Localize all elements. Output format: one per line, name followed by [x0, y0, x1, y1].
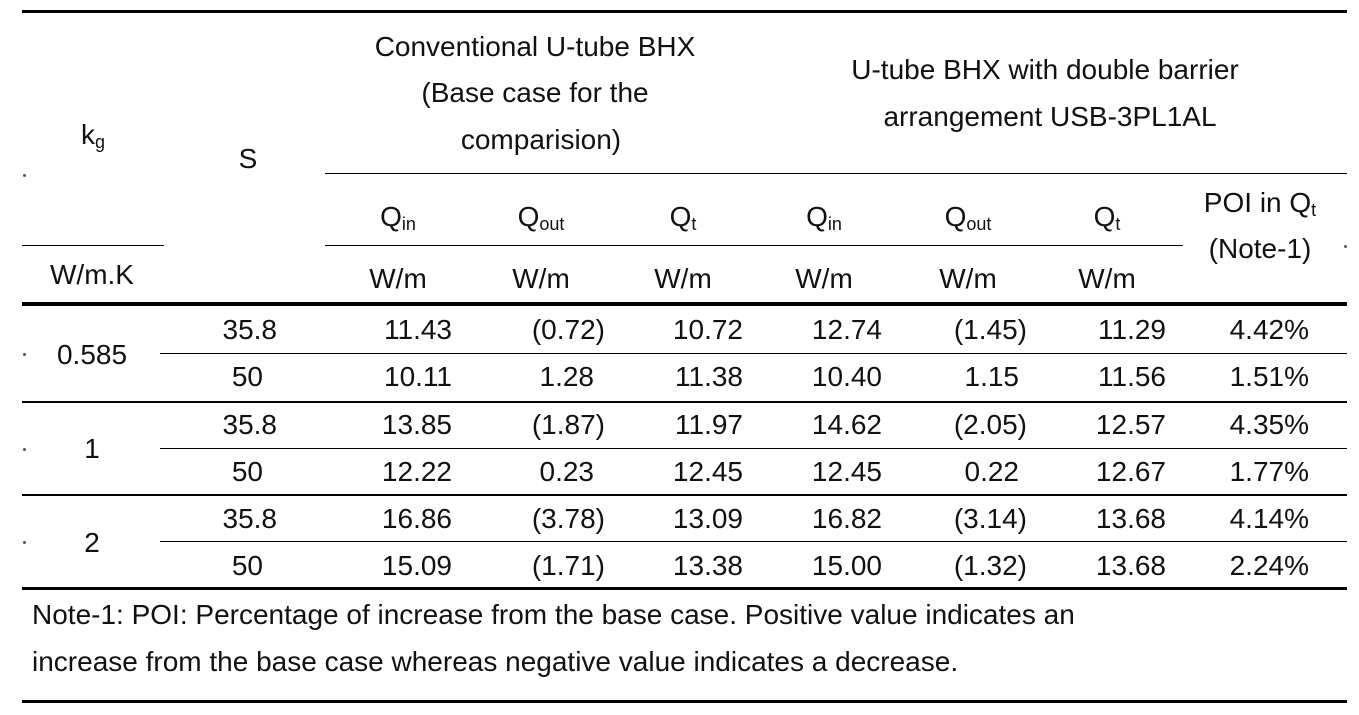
group-rule [22, 494, 1347, 496]
cell-qout-2: (1.45) [953, 314, 1027, 345]
kg-value: 0.585 [56, 339, 128, 370]
cell-poi: 4.35% [1229, 409, 1309, 440]
footnote-line2: increase from the base case whereas nega… [32, 646, 959, 677]
cell-qt-2: 13.68 [1095, 503, 1166, 534]
margin-mark [23, 448, 26, 451]
row-rule [160, 541, 1347, 542]
top-rule [22, 10, 1347, 13]
col-header-qt-2: Qt [1093, 201, 1121, 234]
cell-s: 35.8 [222, 503, 278, 534]
unit-qout-2: W/m [939, 263, 997, 294]
kg-value: 1 [84, 433, 100, 464]
group-rule [22, 401, 1347, 403]
cell-s: 35.8 [222, 409, 278, 440]
cell-s: 50 [231, 361, 263, 392]
group-header-rule [325, 173, 1347, 174]
cell-qout-1: (1.71) [531, 550, 605, 581]
cell-qout-1: (0.72) [531, 314, 605, 345]
cell-qt-1: 12.45 [672, 456, 743, 487]
cell-poi: 2.24% [1229, 550, 1309, 581]
cell-qin-2: 10.40 [811, 361, 882, 392]
group2-title-line1: U-tube BHX with double barrier [851, 54, 1239, 85]
note-bottom-rule [22, 700, 1347, 703]
cell-poi: 1.51% [1229, 361, 1309, 392]
col-header-qin-1: Qin [380, 201, 416, 234]
cell-qt-2: 12.67 [1095, 456, 1166, 487]
cell-qout-1: (1.87) [531, 409, 605, 440]
header-bottom-rule [22, 302, 1347, 306]
cell-qt-1: 10.72 [672, 314, 743, 345]
table-bottom-rule [22, 587, 1347, 590]
margin-mark [23, 541, 26, 544]
unit-qt-2: W/m [1078, 263, 1136, 294]
poi-header-line2: (Note-1) [1208, 233, 1312, 264]
cell-poi: 1.77% [1229, 456, 1309, 487]
margin-mark [23, 353, 26, 356]
cell-qt-2: 11.56 [1098, 361, 1166, 392]
group2-title-line2: arrangement USB-3PL1AL [883, 101, 1217, 132]
group1-title-line3: comparision) [460, 124, 622, 155]
kg-unit: W/m.K [50, 259, 134, 290]
cell-qout-2: 1.15 [964, 361, 1020, 392]
cell-qin-1: 10.11 [384, 361, 452, 392]
unit-qout-1: W/m [512, 263, 570, 294]
cell-qin-1: 12.22 [381, 456, 452, 487]
unit-qt-1: W/m [654, 263, 712, 294]
cell-qt-2: 11.29 [1098, 314, 1166, 345]
s-header: S [238, 143, 258, 174]
cell-poi: 4.42% [1229, 314, 1309, 345]
sub-header-rule [325, 245, 1183, 246]
cell-s: 35.8 [222, 314, 278, 345]
cell-qt-1: 11.38 [675, 361, 743, 392]
cell-s: 50 [231, 456, 263, 487]
cell-qout-1: 0.23 [539, 456, 595, 487]
cell-qin-2: 12.74 [811, 314, 882, 345]
cell-qin-2: 14.62 [811, 409, 882, 440]
cell-qt-2: 13.68 [1095, 550, 1166, 581]
cell-qt-1: 13.38 [672, 550, 743, 581]
unit-qin-2: W/m [795, 263, 853, 294]
cell-qin-2: 16.82 [811, 503, 882, 534]
cell-qin-1: 16.86 [381, 503, 452, 534]
col-header-qout-2: Qout [944, 201, 992, 234]
cell-qin-2: 12.45 [811, 456, 882, 487]
cell-poi: 4.14% [1229, 503, 1309, 534]
kg-header: kg [81, 118, 105, 152]
col-header-qout-1: Qout [517, 201, 565, 234]
cell-qin-1: 11.43 [384, 314, 452, 345]
cell-qt-1: 13.09 [672, 503, 743, 534]
cell-qin-1: 13.85 [381, 409, 452, 440]
cell-s: 50 [231, 550, 263, 581]
cell-qout-2: (2.05) [953, 409, 1027, 440]
group1-title-line2: (Base case for the [421, 77, 649, 108]
margin-mark [23, 174, 26, 177]
cell-qout-2: 0.22 [964, 456, 1020, 487]
kg-symbol: k [80, 119, 95, 150]
footnote-line1: Note-1: POI: Percentage of increase from… [32, 599, 1075, 630]
cell-qout-1: (3.78) [531, 503, 605, 534]
cell-qin-1: 15.09 [381, 550, 452, 581]
cell-qout-2: (3.14) [953, 503, 1027, 534]
kg-subscript: g [94, 132, 106, 152]
row-rule [160, 353, 1347, 354]
group1-title-line1: Conventional U-tube BHX [374, 31, 696, 62]
col-header-qt-1: Qt [669, 201, 697, 234]
kg-value: 2 [84, 527, 100, 558]
unit-qin-1: W/m [369, 263, 427, 294]
cell-qin-2: 15.00 [811, 550, 882, 581]
poi-header-line1: POI in Qt [1203, 187, 1317, 220]
kg-unit-rule [22, 245, 164, 246]
margin-mark [1344, 245, 1347, 248]
cell-qt-1: 11.97 [675, 409, 743, 440]
cell-qout-2: (1.32) [953, 550, 1027, 581]
cell-qout-1: 1.28 [539, 361, 595, 392]
row-rule [160, 448, 1347, 449]
cell-qt-2: 12.57 [1095, 409, 1166, 440]
col-header-qin-2: Qin [806, 201, 842, 234]
